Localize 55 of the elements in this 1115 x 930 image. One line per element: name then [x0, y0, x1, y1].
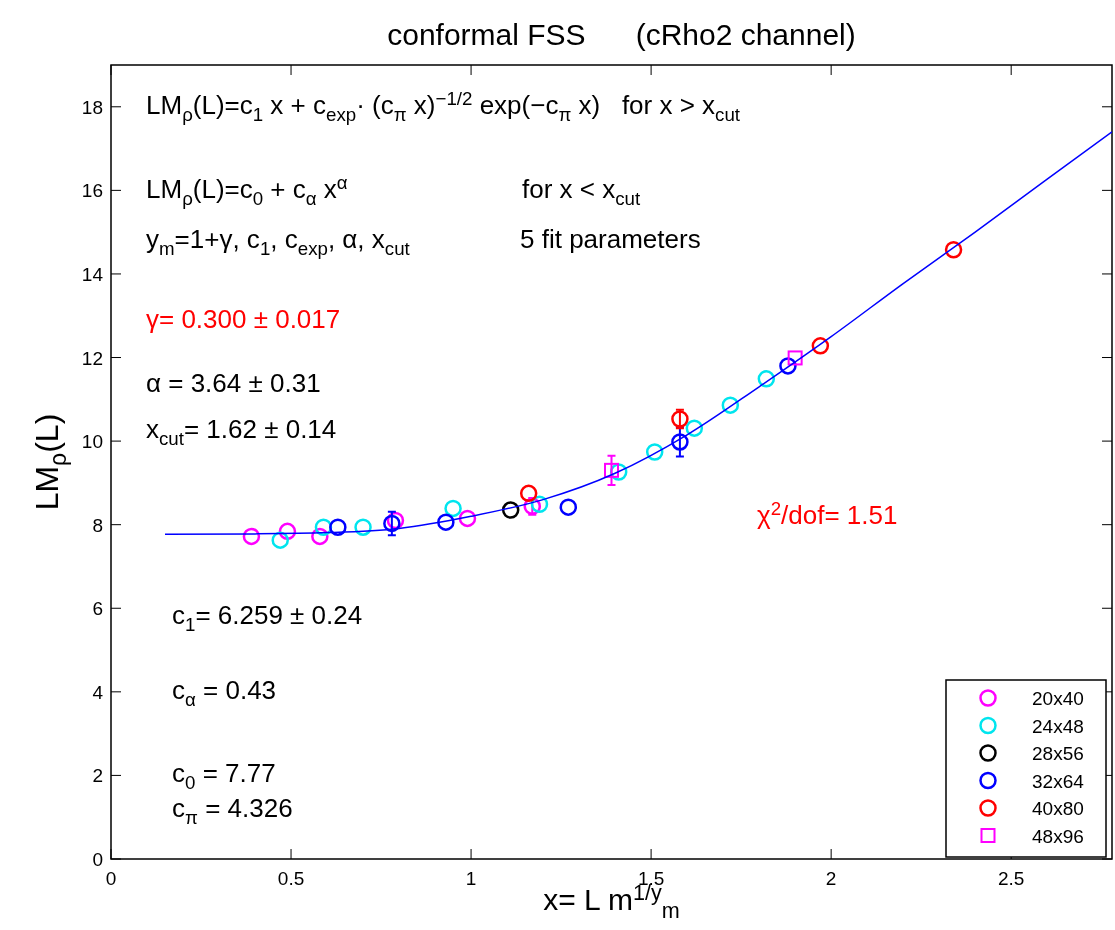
y-tick-label: 8 — [92, 514, 103, 536]
legend-label: 40x80 — [1032, 798, 1084, 819]
point — [671, 410, 689, 428]
legend-label: 48x96 — [1032, 825, 1084, 847]
x-tick-label: 0 — [105, 868, 117, 889]
x-tick-label: 1 — [465, 868, 477, 889]
point — [437, 513, 455, 531]
point — [519, 484, 538, 503]
y-tick-label: 18 — [81, 96, 103, 118]
annotation: α = 3.64 ± 0.31 — [146, 368, 321, 398]
annotation: c$_{1}$= 6.259 ± 0.24 — [172, 600, 363, 635]
point — [944, 240, 963, 259]
annotation: c$_{α}$ = 0.43 — [172, 675, 277, 710]
legend-label: 20x40 — [1032, 688, 1084, 709]
point — [458, 509, 477, 528]
point — [787, 350, 803, 366]
annotation: c$_{π}$ = 4.326 — [172, 793, 293, 828]
y-tick-label: 6 — [92, 598, 103, 620]
x-tick-label: 2 — [825, 868, 837, 889]
legend-label: 28x56 — [1032, 743, 1084, 764]
point — [559, 498, 578, 516]
point — [645, 443, 664, 461]
point — [383, 514, 401, 533]
legend-label: 32x64 — [1032, 770, 1085, 792]
point — [671, 433, 689, 451]
y-tick-label: 4 — [92, 681, 104, 703]
y-tick-label: 14 — [81, 263, 104, 285]
annotation: LM$_{ρ}$(L)=c$_{0}$ + c$_{α}$ x$^{α}$ — [146, 172, 348, 209]
annotation: γ= 0.300 ± 0.017 — [146, 304, 341, 334]
point — [444, 499, 462, 518]
point — [501, 501, 520, 519]
annotation: c$_{0}$ = 7.77 — [172, 758, 276, 793]
legend-label: 24x48 — [1032, 715, 1084, 737]
point — [757, 370, 776, 388]
chart-title: conformal FSS (cRho2 channel) — [387, 18, 856, 51]
annotation: x$_{cut}$= 1.62 ± 0.14 — [146, 414, 337, 449]
y-tick-label: 2 — [92, 765, 103, 787]
point — [354, 518, 372, 536]
y-tick-label: 10 — [81, 431, 103, 453]
x-tick-label: 0.5 — [277, 868, 305, 889]
y-tick-label: 12 — [81, 347, 103, 369]
point — [779, 357, 797, 375]
annotation: χ$^{2}$/dof= 1.51 — [757, 498, 898, 530]
text: LM$_{ρ}$(L)=c$_{1}$ x + c$_{exp}$· (c$_{π}$ x)$^{−1/2}$ exp(−c$_{π}$ x) for x > x$_{cut}$ — [146, 88, 741, 125]
annotation: 5 fit parameters — [520, 224, 701, 254]
y-tick-label: 16 — [81, 180, 103, 202]
point — [604, 462, 619, 478]
point — [329, 518, 347, 536]
point — [271, 531, 289, 549]
point — [685, 419, 704, 437]
x-tick-label: 2.5 — [997, 868, 1025, 889]
point — [811, 337, 830, 355]
annotation: for x < x$_{cut}$ — [522, 174, 641, 209]
y-tick-label: 0 — [92, 849, 103, 870]
annotation: y$_{m}$=1+γ, c$_{1}$, c$_{exp}$, α, x$_{cut}$ — [146, 224, 411, 259]
